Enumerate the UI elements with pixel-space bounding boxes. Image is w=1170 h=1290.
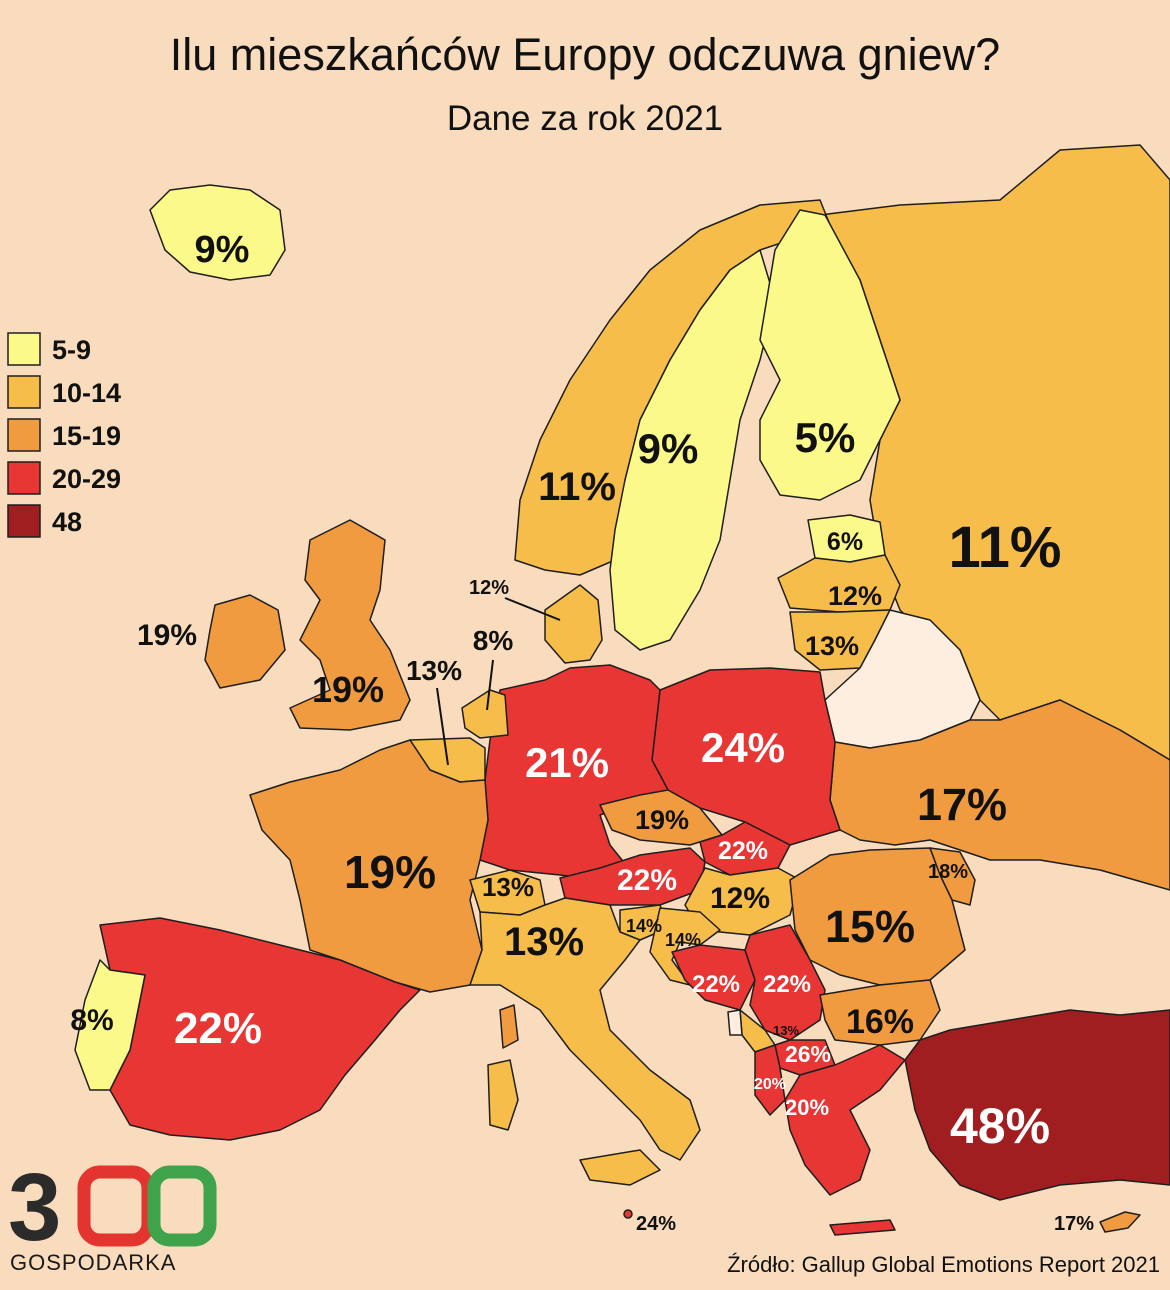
value-label-ireland: 19% (137, 619, 197, 652)
value-label-slovakia: 22% (718, 837, 768, 865)
value-label-lithuania: 13% (805, 631, 859, 661)
value-label-norway: 11% (538, 465, 616, 509)
legend-label-1: 10-14 (52, 378, 121, 408)
country-sweden (609, 249, 776, 651)
island-cyprus (1099, 1211, 1141, 1233)
legend-swatch-1 (7, 375, 41, 409)
island-sicily (579, 1149, 661, 1186)
value-label-austria: 22% (617, 864, 677, 897)
value-label-italy: 13% (504, 920, 584, 964)
logo-glyph-marks (77, 1165, 217, 1247)
map-subtitle: Dane za rok 2021 (447, 99, 723, 138)
value-label-germany: 21% (525, 739, 609, 786)
value-label-bosnia: 22% (692, 971, 740, 998)
island-corsica (499, 1004, 519, 1049)
country-uk (289, 519, 411, 731)
country-ireland (204, 594, 286, 689)
country-slovakia (699, 821, 791, 876)
value-label-iceland: 9% (195, 229, 250, 271)
legend-label-0: 5-9 (52, 335, 91, 365)
island-crete (829, 1219, 896, 1236)
country-denmark (544, 584, 603, 664)
legend-swatch-3 (7, 461, 41, 495)
country-ukraine (829, 699, 1170, 891)
value-label-cyprus: 17% (1054, 1213, 1094, 1235)
country-finland (759, 209, 901, 501)
leader-line-belgium (436, 687, 449, 766)
value-label-switzerland: 13% (482, 872, 534, 902)
logo-digit-2-box (147, 1165, 217, 1247)
value-label-netherlands: 8% (473, 625, 514, 656)
value-label-romania: 15% (825, 901, 915, 952)
value-label-turkey: 48% (950, 1098, 1050, 1154)
value-label-albania: 20% (754, 1076, 786, 1093)
country-portugal (74, 959, 146, 1091)
country-kosovo (727, 1009, 743, 1036)
island-malta (623, 1209, 633, 1219)
country-greece (784, 1044, 906, 1196)
country-turkey (904, 1009, 1170, 1201)
logo-digits: 3 (8, 1154, 61, 1261)
value-label-latvia: 12% (828, 581, 882, 611)
value-label-croatia: 14% (665, 930, 701, 950)
value-label-denmark: 12% (469, 577, 509, 599)
country-iceland (149, 184, 286, 281)
value-label-uk: 19% (312, 669, 384, 710)
legend-swatch-2 (7, 418, 41, 452)
value-label-hungary: 12% (710, 882, 770, 915)
legend-swatch-0 (7, 332, 41, 366)
value-label-belgium: 13% (406, 655, 462, 686)
logo: 3 GOSPODARKA (8, 1154, 217, 1275)
map-title: Ilu mieszkańców Europy odczuwa gniew? (170, 29, 1000, 80)
value-label-czechia: 19% (635, 805, 689, 835)
value-label-russia: 11% (949, 515, 1062, 580)
value-label-spain: 22% (174, 1004, 262, 1053)
value-label-poland: 24% (701, 724, 785, 771)
legend: 5-9 10-14 15-19 20-29 48 (7, 332, 121, 538)
value-label-france: 19% (344, 846, 436, 898)
value-label-bulgaria: 16% (846, 1003, 914, 1041)
value-label-estonia: 6% (827, 528, 863, 556)
legend-label-2: 15-19 (52, 421, 121, 451)
country-italy (469, 897, 701, 1161)
legend-label-3: 20-29 (52, 464, 121, 494)
value-label-finland: 5% (795, 414, 856, 461)
value-label-sweden: 9% (638, 425, 699, 472)
value-label-ukraine: 17% (917, 779, 1007, 830)
value-label-moldova: 18% (928, 861, 968, 883)
leader-line-denmark (504, 597, 561, 621)
value-label-north-macedonia: 26% (785, 1041, 831, 1067)
value-label-portugal: 8% (70, 1004, 113, 1037)
country-latvia (777, 554, 901, 613)
legend-swatch-4 (7, 504, 41, 538)
island-sardinia (487, 1059, 519, 1131)
leader-line-netherlands (486, 659, 494, 711)
value-label-serbia: 22% (763, 971, 811, 998)
legend-label-4: 48 (52, 507, 82, 537)
logo-name: GOSPODARKA (10, 1250, 176, 1275)
country-bosnia (671, 944, 756, 1011)
country-france (249, 739, 489, 993)
source-note: Źródło: Gallup Global Emotions Report 20… (727, 1252, 1160, 1277)
value-label-slovenia: 14% (626, 916, 662, 936)
value-label-montenegro: 13% (773, 1023, 799, 1038)
value-label-malta: 24% (636, 1213, 676, 1235)
value-label-greece: 20% (785, 1095, 829, 1120)
